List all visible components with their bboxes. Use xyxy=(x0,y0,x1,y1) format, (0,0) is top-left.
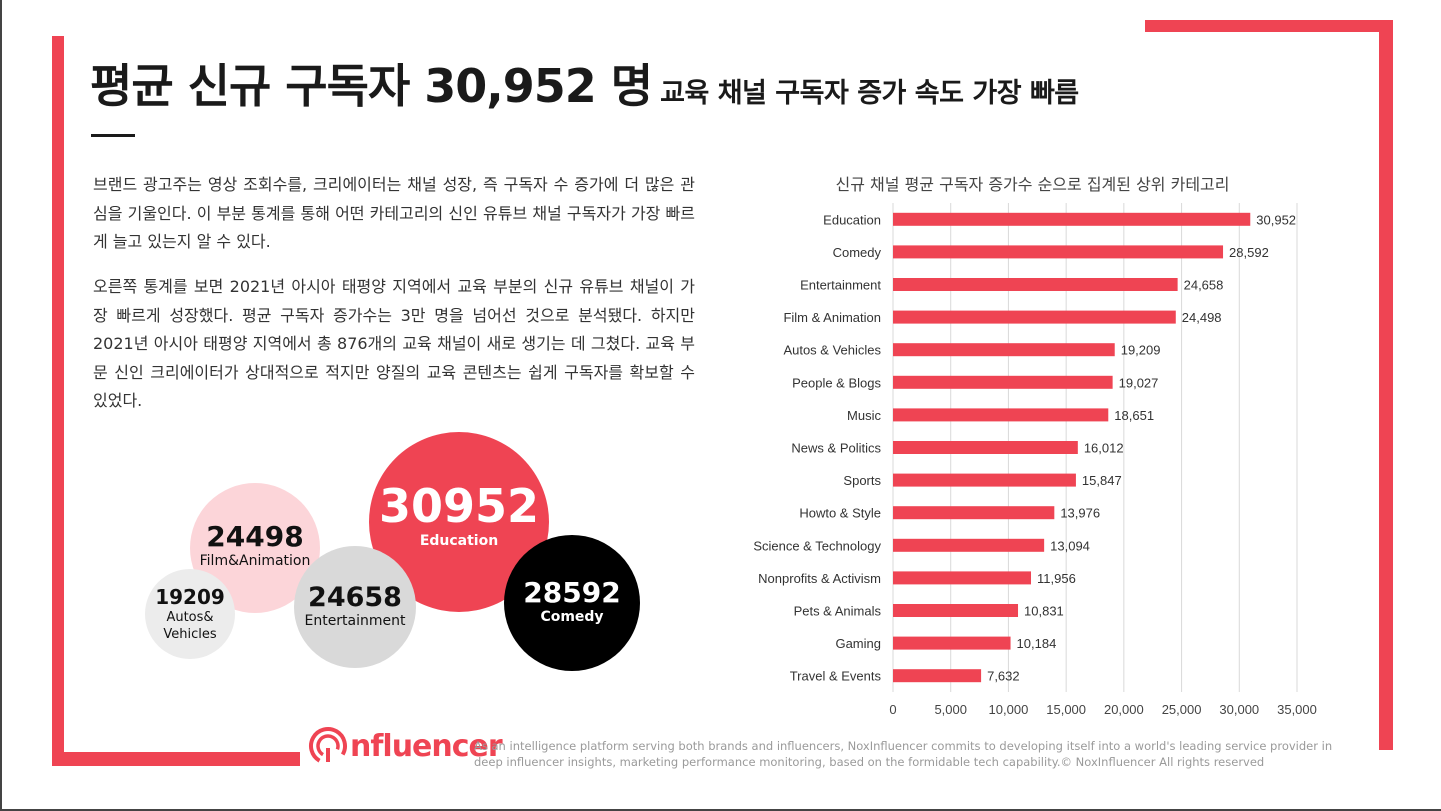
page-title: 평균 신규 구독자 30,952 명 교육 채널 구독자 증가 속도 가장 빠름 xyxy=(90,50,1079,116)
category-label: Science & Technology xyxy=(753,538,881,553)
bar xyxy=(893,245,1224,259)
category-label: Nonprofits & Activism xyxy=(758,571,881,586)
bar xyxy=(893,343,1115,357)
bubble-autos-value: 19209 xyxy=(155,585,225,609)
x-tick-label: 25,000 xyxy=(1162,702,1202,717)
data-label: 15,847 xyxy=(1082,473,1122,488)
bar xyxy=(893,408,1109,422)
bubble-education-label: Education xyxy=(419,533,499,549)
bubble-comedy-value: 28592 xyxy=(523,575,621,609)
frame-bottom-border xyxy=(0,809,1441,811)
data-label: 10,831 xyxy=(1024,604,1064,619)
chart-title: 신규 채널 평균 구독자 증가수 순으로 집계된 상위 카테고리 xyxy=(835,175,1230,194)
bubble-autos-label-1: Autos& xyxy=(166,610,214,625)
bubble-autos-label-2: Vehicles xyxy=(163,627,217,642)
x-tick-label: 5,000 xyxy=(934,702,967,717)
category-label: Gaming xyxy=(835,636,881,651)
footer-disclaimer: As an intelligence platform serving both… xyxy=(474,739,1333,769)
category-label: Film & Animation xyxy=(783,310,881,325)
category-label: Howto & Style xyxy=(799,506,881,521)
paragraph-analysis: 오른쪽 통계를 보면 2021년 아시아 태평양 지역에서 교육 부분의 신규 … xyxy=(93,277,695,410)
bar xyxy=(893,473,1076,487)
x-tick-label: 15,000 xyxy=(1046,702,1086,717)
bar xyxy=(893,375,1113,389)
bar xyxy=(893,310,1176,324)
nox-influencer-logo: nfluencer xyxy=(308,726,503,766)
data-label: 13,094 xyxy=(1050,538,1090,553)
bar xyxy=(893,278,1178,291)
data-label: 11,956 xyxy=(1037,571,1076,586)
bar xyxy=(893,441,1078,454)
bubble-comedy-label: Comedy xyxy=(540,608,604,625)
bubble-entertainment-value: 24658 xyxy=(308,581,402,613)
page-title-main: 평균 신규 구독자 30,952 명 xyxy=(90,59,653,113)
data-label: 13,976 xyxy=(1060,506,1100,521)
bubble-film-label: Film&Animation xyxy=(199,552,311,569)
bar xyxy=(893,212,1251,226)
category-label: Travel & Events xyxy=(790,669,882,684)
category-label: Comedy xyxy=(833,245,882,260)
bubble-entertainment: 24658 Entertainment xyxy=(294,546,416,668)
data-label: 16,012 xyxy=(1084,441,1124,456)
influencer-logo-text: nfluencer xyxy=(350,728,503,764)
bar-chart: 0 5,000 10,000 15,000 20,000 25,000 30,000 35,0… xyxy=(753,203,1317,717)
category-label: People & Blogs xyxy=(792,375,881,390)
bubble-education-value: 30952 xyxy=(378,479,540,533)
bubble-entertainment-label: Entertainment xyxy=(304,612,406,629)
bubble-comedy: 28592 Comedy xyxy=(504,535,640,671)
page-subtitle: 교육 채널 구독자 증가 속도 가장 빠름 xyxy=(660,78,1079,109)
category-label: Sports xyxy=(843,473,881,488)
x-tick-label: 30,000 xyxy=(1219,702,1259,717)
influencer-logo-icon xyxy=(309,727,347,765)
bar xyxy=(893,604,1019,617)
category-label: Education xyxy=(823,212,881,227)
x-tick-label: 35,000 xyxy=(1277,702,1317,717)
data-label: 19,027 xyxy=(1119,375,1159,390)
data-label: 30,952 xyxy=(1256,212,1296,227)
red-frame-right xyxy=(1379,20,1393,750)
category-label: Music xyxy=(847,408,881,423)
bar xyxy=(893,538,1045,552)
paragraph-intro: 브랜드 광고주는 영상 조회수를, 크리에이터는 채널 성장, 즉 구독자 수 … xyxy=(93,175,695,251)
x-tick-label: 10,000 xyxy=(989,702,1029,717)
title-underline xyxy=(91,134,135,137)
bar xyxy=(893,506,1055,520)
data-label: 7,632 xyxy=(987,669,1020,684)
red-frame-top-right xyxy=(1145,20,1393,32)
red-frame-bottom xyxy=(52,752,300,766)
bar xyxy=(893,669,982,683)
data-label: 24,658 xyxy=(1184,278,1224,293)
bar xyxy=(893,636,1011,650)
data-label: 10,184 xyxy=(1017,636,1057,651)
bubble-autos-vehicles: 19209 Autos& Vehicles xyxy=(145,569,235,659)
x-tick-label: 0 xyxy=(889,702,896,717)
data-label: 28,592 xyxy=(1229,245,1269,260)
data-label: 24,498 xyxy=(1182,310,1222,325)
frame-left-border xyxy=(0,0,2,811)
category-label: News & Politics xyxy=(791,441,881,456)
red-frame-left xyxy=(52,36,64,766)
bar xyxy=(893,571,1032,585)
x-tick-label: 20,000 xyxy=(1104,702,1144,717)
category-label: Autos & Vehicles xyxy=(783,343,881,358)
data-label: 18,651 xyxy=(1114,408,1154,423)
category-label: Entertainment xyxy=(800,278,881,293)
bubble-film-value: 24498 xyxy=(206,519,304,553)
data-label: 19,209 xyxy=(1121,343,1161,358)
category-label: Pets & Animals xyxy=(794,604,882,619)
